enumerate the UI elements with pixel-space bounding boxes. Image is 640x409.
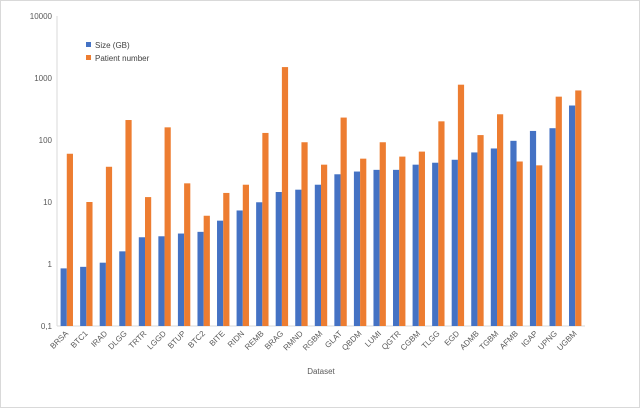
- bar-patients-rmnd: [301, 142, 308, 326]
- x-tick-label: RMND: [282, 329, 305, 352]
- bar-patients-remb: [262, 132, 269, 326]
- bar-patients-btc1: [86, 202, 93, 326]
- bar-patients-cgbm: [418, 151, 425, 326]
- x-tick-label: BTC2: [186, 329, 207, 350]
- y-tick-label: 1000: [34, 74, 52, 83]
- bar-size-upng: [549, 128, 556, 326]
- bar-patients-brag: [281, 67, 289, 326]
- bar-size-rmnd: [295, 189, 302, 326]
- legend-label-size: Size (GB): [95, 41, 130, 50]
- bar-patients-rgbm: [321, 164, 328, 326]
- legend-swatch-size: [86, 42, 91, 47]
- bar-patients-qbdm: [360, 158, 367, 326]
- bar-size-ridn: [236, 210, 243, 326]
- bar-size-glat: [334, 174, 341, 326]
- bar-size-afmb: [510, 140, 517, 326]
- bar-size-qbdm: [353, 171, 361, 326]
- x-tick-label: UGBM: [555, 329, 579, 353]
- x-tick-label: QBDM: [340, 329, 364, 353]
- x-tick-label: UPNG: [536, 329, 559, 352]
- bar-size-admb: [471, 152, 478, 326]
- bar-size-btc1: [80, 266, 87, 326]
- bar-patients-upng: [555, 96, 562, 326]
- legend-swatch-patients: [86, 55, 91, 60]
- x-tick-label: RGBM: [301, 329, 325, 353]
- bar-patients-dlgg: [125, 120, 132, 327]
- legend-label-patients: Patient number: [95, 54, 150, 63]
- bar-patients-admb: [477, 135, 484, 326]
- bar-patients-btc2: [203, 215, 210, 326]
- x-tick-label: QGTR: [380, 329, 403, 352]
- bar-patients-afmb: [516, 161, 523, 326]
- bar-size-qgtr: [393, 169, 400, 326]
- x-tick-label: TGBM: [478, 329, 501, 352]
- bar-patients-qgtr: [399, 156, 406, 326]
- bar-size-rgbm: [314, 184, 321, 326]
- bar-patients-lggd: [164, 127, 171, 326]
- x-tick-label: ADMB: [458, 329, 481, 352]
- bar-patients-tgbm: [497, 114, 504, 327]
- bar-patients-trtr: [145, 197, 152, 326]
- x-tick-label: CGBM: [399, 329, 423, 353]
- bar-patients-glat: [340, 117, 347, 326]
- x-tick-label: BRSA: [48, 329, 70, 351]
- bar-size-btc2: [197, 231, 204, 326]
- bar-patients-brsa: [66, 153, 73, 326]
- bar-patients-irad: [105, 166, 113, 326]
- bar-patients-egd: [457, 84, 465, 326]
- bar-size-brsa: [60, 268, 67, 326]
- x-axis-title: Dataset: [307, 367, 335, 376]
- x-tick-label: TRTR: [127, 329, 149, 351]
- y-tick-label: 10000: [30, 12, 53, 21]
- y-tick-label: 1: [48, 260, 53, 269]
- bar-size-ugbm: [569, 105, 576, 326]
- bar-size-brag: [275, 192, 282, 326]
- bar-size-bite: [217, 220, 224, 326]
- y-tick-label: 10: [43, 198, 52, 207]
- bar-size-cgbm: [412, 164, 419, 326]
- bar-size-lumi: [373, 169, 380, 326]
- x-tick-label: TLGG: [420, 329, 442, 351]
- bar-patients-ugbm: [575, 90, 582, 326]
- bar-size-egd: [451, 159, 458, 326]
- x-tick-label: BITE: [208, 329, 227, 348]
- y-tick-label: 100: [39, 136, 53, 145]
- bar-size-tlgg: [432, 162, 439, 326]
- x-tick-label: AFMB: [498, 329, 520, 351]
- bar-size-lggd: [158, 236, 165, 326]
- y-tick-label: 0,1: [41, 322, 53, 331]
- bars: [60, 67, 582, 327]
- bar-patients-tlgg: [438, 121, 445, 326]
- bar-size-btup: [177, 233, 185, 326]
- bar-patients-igap: [536, 165, 543, 326]
- bar-size-igap: [529, 130, 537, 326]
- x-tick-label: BRAG: [263, 329, 285, 351]
- bar-size-trtr: [138, 237, 145, 326]
- x-tick-label: DLGG: [106, 329, 128, 351]
- x-tick-label: BTC1: [69, 329, 90, 350]
- bar-patients-lumi: [379, 142, 386, 326]
- x-tick-label: LGGD: [146, 329, 169, 352]
- bar-patients-ridn: [242, 184, 249, 326]
- x-tick-label: REMB: [243, 329, 266, 352]
- legend: Size (GB) Patient number: [86, 41, 150, 63]
- bar-size-tgbm: [490, 148, 497, 326]
- bar-patients-bite: [223, 192, 230, 326]
- x-tick-label: BTUP: [166, 329, 187, 350]
- bar-patients-btup: [184, 183, 191, 326]
- bar-size-remb: [256, 202, 263, 326]
- bar-size-irad: [99, 262, 106, 326]
- y-tick-labels: 0,1 1 10 100 1000 10000: [30, 12, 53, 331]
- bar-size-dlgg: [119, 251, 126, 326]
